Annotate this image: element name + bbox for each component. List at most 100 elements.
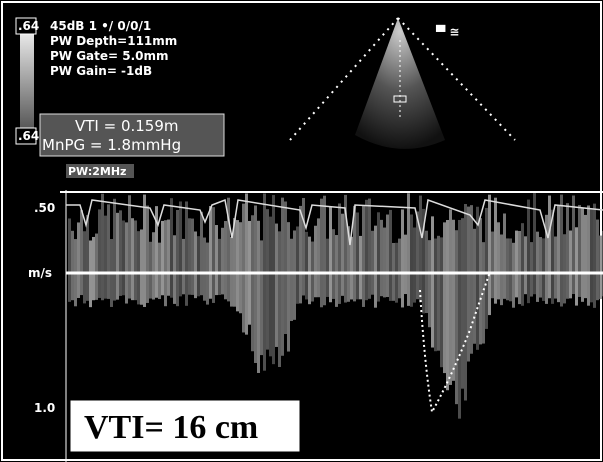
spectrum-column <box>98 209 101 298</box>
spectrum-column <box>290 239 293 321</box>
spectrum-column <box>77 222 80 298</box>
spectrum-column <box>536 232 539 302</box>
spectrum-column <box>332 229 335 299</box>
spectrum-column <box>308 237 311 305</box>
spectrum-column <box>410 214 413 306</box>
spectrum-column <box>323 196 326 306</box>
spectrum-column <box>272 195 275 364</box>
spectrum-column <box>473 229 476 344</box>
gain-top: .64 <box>18 19 39 33</box>
spectrum-column <box>317 218 320 297</box>
mode: PW:2MHz <box>68 165 126 178</box>
spectrum-column <box>203 238 206 301</box>
spectrum-column <box>173 235 176 304</box>
spectrum-column <box>458 220 461 419</box>
spectrum-column <box>278 231 281 367</box>
spectrum-column <box>95 234 98 300</box>
spectrum-column <box>557 205 560 302</box>
ultrasound-screen: .64 .64 45dB 1 •/ 0/0/1 PW Depth=111mm P… <box>0 0 603 462</box>
spectrum-column <box>590 209 593 303</box>
spectrum-column <box>266 209 269 349</box>
spectrum-column <box>293 230 296 319</box>
spectrum-column <box>377 212 380 301</box>
spectrum-column <box>119 210 122 296</box>
spectrum-column <box>149 242 152 299</box>
spectrum-column <box>86 215 89 301</box>
spectrum-column <box>326 239 329 297</box>
spectrum-column <box>68 218 71 301</box>
scale-label: .50 <box>34 201 55 215</box>
spectrum-column <box>554 237 557 299</box>
scale-label: m/s <box>28 266 52 280</box>
spectrum-column <box>161 221 164 295</box>
spectrum-column <box>440 237 443 367</box>
spectrum-column <box>467 207 470 362</box>
spectrum-column <box>197 236 200 296</box>
spectrum-column <box>134 220 137 300</box>
spectrum-column <box>581 208 584 302</box>
spectrum-column <box>299 206 302 303</box>
spectrum-column <box>494 198 497 304</box>
spectrum-column <box>500 234 503 305</box>
setting: 45dB 1 •/ 0/0/1 <box>50 19 151 33</box>
spectrum-column <box>143 195 146 307</box>
spectrum-column <box>350 237 353 300</box>
setting: PW Gate= 5.0mm <box>50 49 169 63</box>
spectrum-column <box>158 243 161 299</box>
spectrum-column <box>401 209 404 307</box>
spectrum-column <box>287 222 290 351</box>
spectrum-column <box>542 238 545 301</box>
spectrum-column <box>194 231 197 298</box>
spectrum-column <box>215 225 218 295</box>
spectrum-column <box>404 235 407 294</box>
spectrum-column <box>380 220 383 296</box>
spectrum-column <box>170 198 173 298</box>
spectrum-column <box>224 221 227 299</box>
spectrum-column <box>320 199 323 308</box>
spectrum-column <box>452 220 455 381</box>
spectrum-column <box>182 239 185 294</box>
spectrum-column <box>113 199 116 301</box>
spectrum-column <box>560 195 563 307</box>
spectrum-column <box>437 236 440 351</box>
spectrum-column <box>362 205 365 307</box>
spectrum-column <box>254 205 257 363</box>
spectrum-column <box>566 203 569 299</box>
spectrum-column <box>242 204 245 333</box>
spectrum-column <box>71 231 74 300</box>
spectrum-column <box>116 213 119 300</box>
spectrum-column <box>191 219 194 295</box>
spectrum-column <box>518 231 521 304</box>
spectrum-column <box>371 231 374 295</box>
spectrum-column <box>302 198 305 295</box>
spectrum-column <box>446 220 449 390</box>
spectrum-column <box>503 213 506 298</box>
spectrum-column <box>578 205 581 297</box>
spectrum-column <box>434 239 437 352</box>
spectrum-column <box>245 194 248 335</box>
spectrum-column <box>527 200 530 304</box>
spectrum-column <box>389 210 392 301</box>
spectrum-column <box>476 207 479 350</box>
spectrum-column <box>251 215 254 351</box>
spectrum-column <box>584 215 587 298</box>
spectrum-column <box>368 199 371 299</box>
spectrum-column <box>593 204 596 308</box>
spectrum-column <box>485 208 488 329</box>
spectrum-column <box>281 198 284 356</box>
setting: PW Gain= -1dB <box>50 64 152 78</box>
spectrum-column <box>506 238 509 300</box>
spectrum-column <box>260 240 263 355</box>
spectrum-column <box>131 218 134 300</box>
measurement: VTI = 0.159m <box>75 117 179 135</box>
spectrum-column <box>359 236 362 299</box>
spectrum-column <box>572 196 575 295</box>
spectrum-column <box>461 218 464 389</box>
spectrum-column <box>428 240 431 327</box>
spectrum-column <box>464 204 467 401</box>
spectrum-column <box>329 207 332 302</box>
spectrum-column <box>101 194 104 301</box>
spectrum-column <box>296 226 299 303</box>
spectrum-column <box>431 216 434 347</box>
spectrum-column <box>407 193 410 306</box>
